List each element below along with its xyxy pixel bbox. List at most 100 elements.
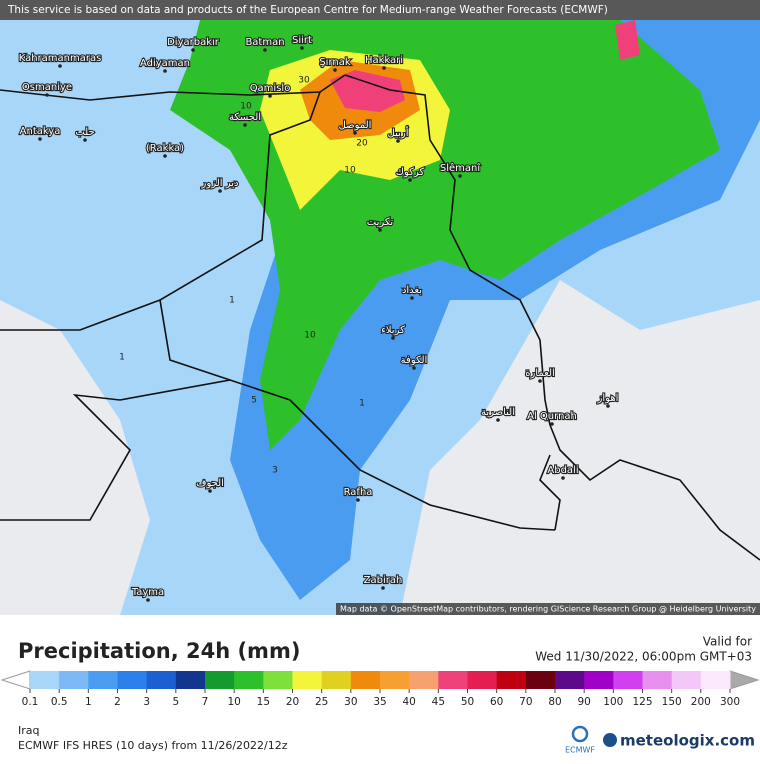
border <box>0 74 346 101</box>
tick-label: 3 <box>143 696 150 708</box>
place-label: الناصرية <box>481 407 515 418</box>
place-label: الجوف <box>196 478 224 489</box>
place-dot <box>382 66 386 70</box>
region: Iraq <box>18 724 40 737</box>
border <box>159 91 556 531</box>
place-dot <box>38 137 42 141</box>
place-dot <box>268 94 272 98</box>
place-label: Qamislo <box>250 83 291 94</box>
color-step <box>146 671 177 689</box>
place-dot <box>356 498 360 502</box>
tick-label: 20 <box>286 696 299 708</box>
place-label: Tayma <box>131 587 164 598</box>
color-step <box>205 671 235 689</box>
notice: This service is based on data and produc… <box>7 4 608 16</box>
place-dot <box>408 178 412 182</box>
color-step <box>671 671 702 689</box>
color-step <box>409 671 439 689</box>
place-label: Antakya <box>20 126 61 137</box>
precip-extreme <box>615 20 640 60</box>
place-dot <box>45 93 49 97</box>
brand-logo <box>603 733 617 747</box>
tick-label: 60 <box>490 696 503 708</box>
place-label: Hakkari <box>365 55 403 66</box>
valid-label: Valid for <box>703 635 752 649</box>
place-label: Siirt <box>292 35 312 46</box>
contour-label: 10 <box>304 331 316 341</box>
ecmwf-logo <box>571 725 589 743</box>
color-step <box>350 671 381 689</box>
tick-label: 7 <box>202 696 209 708</box>
place-dot <box>550 422 554 426</box>
color-step <box>234 671 264 689</box>
place-dot <box>396 139 400 143</box>
tick-label: 100 <box>603 696 623 708</box>
valid-time: Wed 11/30/2022, 06:00pm GMT+03 <box>535 650 752 664</box>
color-step <box>700 671 731 689</box>
color-step <box>59 671 89 689</box>
border <box>344 74 551 426</box>
contour-label: 10 <box>344 166 356 176</box>
place-dot <box>496 418 500 422</box>
color-step <box>380 671 410 689</box>
brand: meteologix.com <box>620 732 755 750</box>
color-step <box>613 671 643 689</box>
borders <box>0 74 760 561</box>
color-step <box>525 671 556 689</box>
contour-label: 3 <box>272 466 278 476</box>
place-label: بغداد <box>402 285 422 296</box>
place-dot <box>606 404 610 408</box>
attribution-bar <box>336 603 760 615</box>
place-dot <box>561 476 565 480</box>
place-dot <box>378 228 382 232</box>
place-label: Osmaniye <box>22 82 72 93</box>
place-label: (Rakka) <box>146 143 184 154</box>
place-label: اهواز <box>597 393 619 404</box>
tick-label: 25 <box>315 696 328 708</box>
ecmwf-label: ECMWF <box>565 746 595 755</box>
place-label: تكريت <box>367 217 394 228</box>
place-dot <box>412 366 416 370</box>
place-label: حلب <box>75 127 94 138</box>
place-label: Kahramanmaras <box>19 53 102 64</box>
place-dot <box>300 46 304 50</box>
color-step <box>555 671 585 689</box>
tick-label: 15 <box>257 696 270 708</box>
place-dot <box>333 68 337 72</box>
place-label: Batman <box>245 37 284 48</box>
color-step <box>117 671 148 689</box>
contour-label: 30 <box>298 76 310 86</box>
tick-label: 50 <box>461 696 474 708</box>
contour-label: 1 <box>229 296 235 306</box>
precip-extreme <box>330 70 405 112</box>
colorbar: 0.1 0.5 1 2 3 5 7 10 15 20 25 30 35 40 45 50 60 70 80 90 100… <box>0 670 760 708</box>
color-step <box>321 671 352 689</box>
tick-label: 30 <box>344 696 357 708</box>
place-label: الكوفة <box>401 355 428 366</box>
place-dot <box>263 48 267 52</box>
notice-bar <box>0 0 760 20</box>
place-dot <box>410 296 414 300</box>
place-label: دير الزور <box>201 178 239 189</box>
tick-label: 90 <box>577 696 590 708</box>
color-step <box>467 671 498 689</box>
place-label: كربلاء <box>381 325 405 336</box>
place-label: كركوك <box>396 167 425 178</box>
place-dot <box>381 586 385 590</box>
color-step <box>584 671 614 689</box>
place-dot <box>146 598 150 602</box>
contour-label: 5 <box>251 396 257 406</box>
tick-label: 200 <box>691 696 711 708</box>
map: This service is based on data and produc… <box>0 0 760 615</box>
place-dot <box>538 379 542 383</box>
tick-label: 0.1 <box>22 696 39 708</box>
color-step <box>642 671 673 689</box>
place-dot <box>163 154 167 158</box>
tick-label: 45 <box>432 696 445 708</box>
attribution: Map data © OpenStreetMap contributors, r… <box>340 605 756 614</box>
tick-label: 40 <box>402 696 415 708</box>
color-step <box>292 671 323 689</box>
tick-label: 80 <box>548 696 561 708</box>
place-dot <box>58 64 62 68</box>
